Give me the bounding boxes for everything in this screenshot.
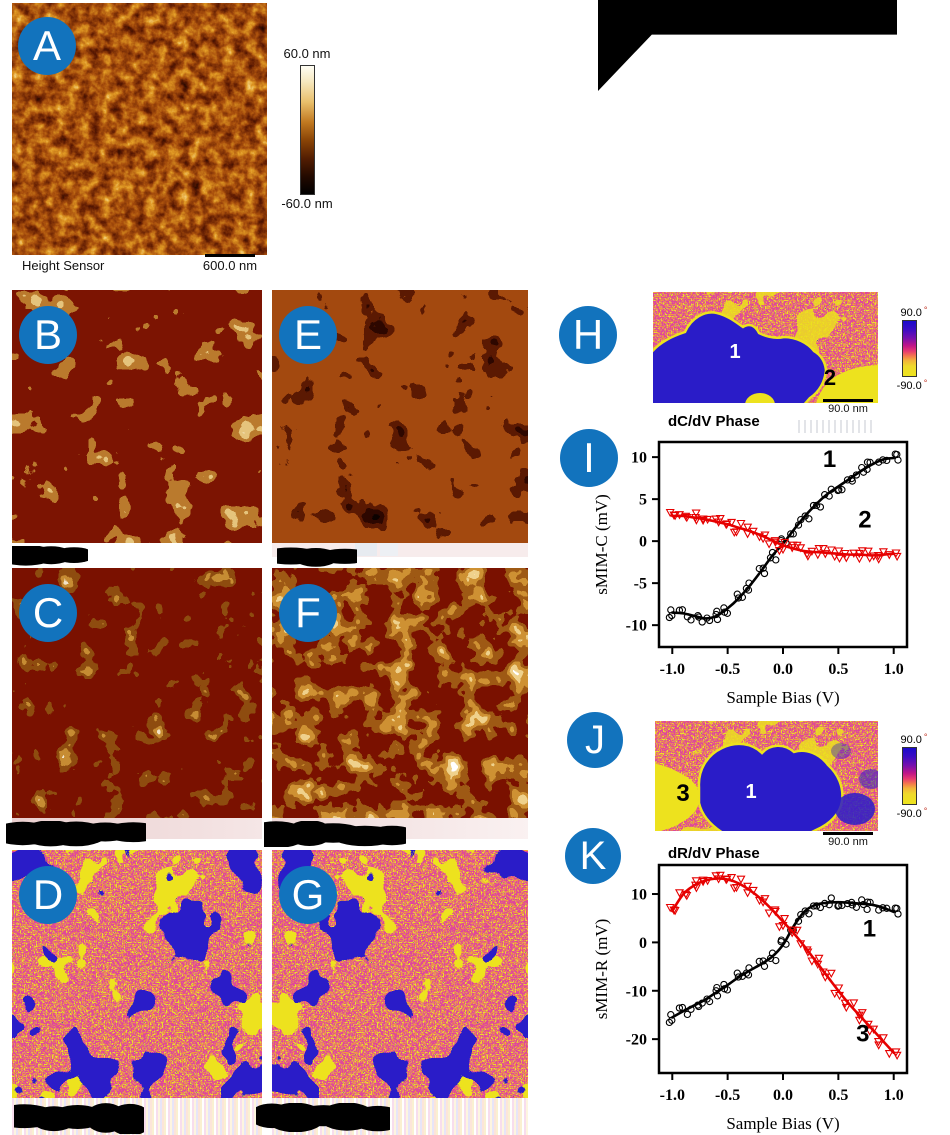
phase-colorbar-j-min: -90.0 °: [896, 806, 928, 820]
panel-c-letter: C: [32, 589, 64, 636]
svg-text:0.0: 0.0: [773, 661, 793, 678]
panel-j-letter: J: [585, 718, 605, 762]
height-sensor-label: Height Sensor: [22, 258, 105, 273]
panel-k-letter: K: [579, 834, 607, 878]
svg-text:sMIM-C (mV): sMIM-C (mV): [592, 494, 611, 595]
panel-b-badge: B: [19, 306, 77, 364]
svg-text:-20: -20: [626, 1032, 647, 1049]
degree-symbol: °: [923, 806, 928, 816]
svg-text:1: 1: [823, 446, 836, 473]
svg-text:-1.0: -1.0: [660, 661, 685, 678]
scale-bar-j-label: 90.0 nm: [828, 836, 868, 848]
phase-domain-blue-patch: [859, 769, 878, 789]
redacted-caption-e: [277, 547, 357, 567]
panel-g-badge: G: [279, 866, 337, 924]
phase-colorbar-h-max: 90.0 °: [900, 305, 928, 319]
svg-text:-0.5: -0.5: [715, 1087, 740, 1104]
svg-text:5: 5: [639, 492, 647, 509]
dcdv-phase-caption: dC/dV Phase: [668, 413, 760, 430]
region-3-label: 3: [676, 780, 690, 807]
svg-text:10: 10: [631, 450, 647, 467]
svg-text:-5: -5: [634, 576, 647, 593]
panel-i-badge: I: [560, 429, 618, 487]
redacted-caption-b: [12, 546, 88, 566]
smim-r-vs-bias-plot: -1.0 -0.5 0.0 0.5 1.0 10 0 -10 -20 Sample Bias (V…: [592, 863, 909, 1133]
panel-b-letter: B: [33, 311, 62, 358]
phase-colorbar-h-min: -90.0 °: [896, 378, 928, 392]
panel-a-letter: A: [32, 22, 61, 69]
height-colorbar: [300, 65, 315, 195]
phase-domain-blue-patch: [831, 743, 851, 759]
panel-f-letter: F: [295, 589, 321, 636]
degree-symbol: °: [923, 305, 928, 315]
redacted-caption-f: [264, 821, 406, 847]
scan-artifact-block: [355, 543, 377, 556]
height-colorbar-min-label: -60.0 nm: [281, 196, 333, 211]
phase-colorbar-j-max: 90.0 °: [900, 732, 928, 746]
svg-text:Sample Bias (V): Sample Bias (V): [726, 688, 839, 707]
svg-text:-10: -10: [626, 618, 647, 635]
region-1-label: 1: [729, 341, 741, 363]
redacted-header-block: [598, 0, 897, 91]
scale-bar-a: [205, 254, 255, 257]
panel-k-badge: K: [565, 828, 621, 884]
scale-bar-a-label: 600.0 nm: [202, 258, 258, 273]
phase-image-g: [272, 850, 528, 1098]
svg-text:0.5: 0.5: [828, 1087, 848, 1104]
svg-text:0.5: 0.5: [828, 661, 848, 678]
svg-text:-10: -10: [626, 983, 647, 1000]
svg-text:10: 10: [631, 887, 647, 904]
panel-a-badge: A: [18, 17, 76, 75]
panel-e-letter: E: [293, 311, 322, 358]
phase-domain-yellow-notch: [745, 393, 775, 403]
degree-symbol: °: [923, 732, 928, 742]
scale-bar-j: [823, 832, 873, 835]
scale-bar-h: [823, 399, 873, 402]
dcdv-phase-image: [653, 292, 878, 403]
region-1-label: 1: [745, 781, 757, 803]
panel-f-badge: F: [279, 584, 337, 642]
svg-text:0: 0: [639, 534, 647, 551]
scan-artifact-block: [380, 543, 398, 556]
region-2-label: 2: [823, 365, 837, 390]
phase-domain-blue-patch: [835, 793, 875, 825]
svg-text:-0.5: -0.5: [715, 661, 740, 678]
smim-c-vs-bias-plot: -1.0 -0.5 0.0 0.5 1.0 10 5 0 -5 -10 Sample Bias (V…: [592, 440, 909, 707]
panel-h-letter: H: [572, 311, 604, 358]
degree-symbol: °: [923, 378, 928, 388]
phase-domain-yellow: [815, 365, 878, 403]
svg-text:Sample Bias (V): Sample Bias (V): [726, 1114, 839, 1133]
phase-colorbar-j: [902, 747, 917, 805]
svg-text:0: 0: [639, 935, 647, 952]
svg-text:1.0: 1.0: [884, 661, 904, 678]
svg-text:0.0: 0.0: [773, 1087, 793, 1104]
svg-text:1.0: 1.0: [884, 1087, 904, 1104]
phase-domain-blue: [697, 742, 844, 831]
print-ghost-marks: [798, 420, 874, 433]
redacted-caption-c: [6, 821, 146, 847]
panel-i-letter: I: [583, 434, 595, 481]
panel-d-letter: D: [32, 871, 64, 918]
svg-text:1: 1: [863, 916, 876, 943]
panel-e-badge: E: [279, 306, 337, 364]
svg-text:3: 3: [856, 1021, 869, 1048]
scale-bar-h-label: 90.0 nm: [828, 403, 868, 415]
panel-h-badge: H: [559, 306, 617, 364]
svg-text:sMIM-R (mV): sMIM-R (mV): [592, 919, 611, 1020]
drdv-phase-caption: dR/dV Phase: [668, 845, 760, 862]
redacted-caption-g: [256, 1103, 390, 1132]
panel-d-badge: D: [19, 866, 77, 924]
phase-colorbar-h: [902, 320, 917, 377]
svg-text:-1.0: -1.0: [660, 1087, 685, 1104]
panel-j-badge: J: [567, 712, 623, 768]
drdv-phase-image: [655, 721, 878, 831]
panel-c-badge: C: [19, 584, 77, 642]
panel-g-letter: G: [291, 871, 325, 918]
phase-domain-blue: [653, 311, 828, 403]
svg-text:2: 2: [858, 507, 871, 534]
redacted-caption-d: [14, 1103, 144, 1134]
phase-domain-yellow: [655, 763, 700, 831]
height-colorbar-max-label: 60.0 nm: [283, 46, 331, 61]
